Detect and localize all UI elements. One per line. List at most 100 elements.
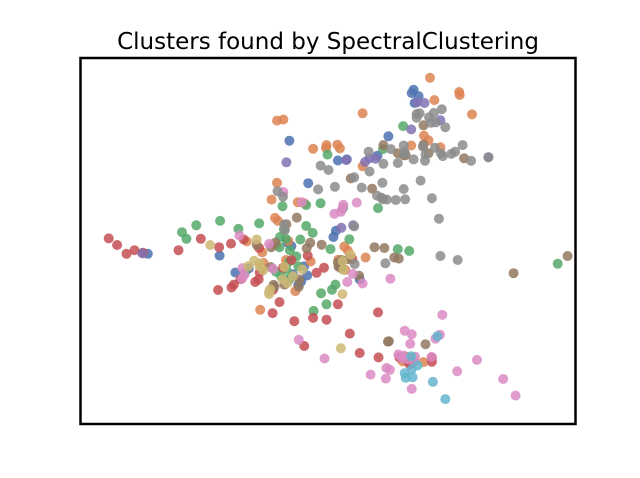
scatter-point-gray [380, 258, 391, 269]
scatter-point-red [373, 307, 383, 318]
scatter-point-red [129, 245, 140, 256]
scatter-point-purple [336, 222, 347, 233]
scatter-point-orange [360, 252, 371, 263]
scatter-point-green [552, 258, 563, 269]
scatter-point-red [250, 277, 261, 287]
scatter-point-gray [278, 191, 288, 202]
scatter-point-green [181, 233, 192, 244]
scatter-point-red [228, 279, 239, 290]
scatter-point-pink [351, 197, 362, 208]
scatter-point-gray [408, 154, 419, 165]
scatter-point-brown [383, 336, 394, 347]
scatter-point-green [307, 227, 318, 238]
scatter-point-brown [562, 251, 573, 261]
scatter-point-gray [433, 213, 444, 224]
scatter-point-green [398, 121, 409, 132]
scatter-point-purple [341, 155, 352, 166]
scatter-point-red [286, 255, 297, 265]
scatter-point-orange [406, 140, 417, 151]
scatter-point-blue [284, 135, 295, 146]
scatter-point-pink [293, 334, 304, 345]
scatter-point-olive [335, 343, 346, 354]
scatter-point-purple [406, 124, 417, 135]
scatter-point-purple [360, 156, 371, 167]
scatter-point-orange [272, 177, 282, 188]
scatter-point-gray [372, 190, 382, 201]
scatter-point-green [316, 288, 327, 299]
scatter-point-pink [337, 203, 348, 214]
scatter-point-pink [329, 208, 340, 219]
scatter-point-orange [334, 143, 345, 154]
scatter-point-green [344, 234, 355, 245]
scatter-point-green [321, 299, 332, 310]
scatter-point-gray [446, 148, 457, 159]
scatter-point-gray [349, 221, 360, 232]
scatter-point-green [315, 198, 326, 209]
scatter-point-cyan [432, 331, 443, 342]
scatter-point-pink [472, 354, 482, 365]
scatter-point-gray [356, 182, 367, 193]
scatter-point-brown [291, 212, 302, 223]
scatter-point-pink [357, 278, 368, 289]
scatter-point-pink [319, 353, 330, 364]
scatter-point-brown [367, 183, 378, 194]
scatter-point-pink [384, 364, 395, 375]
scatter-point-red [311, 267, 322, 278]
scatter-point-olive [287, 271, 298, 282]
scatter-point-olive [264, 286, 275, 297]
scatter-point-olive [254, 258, 265, 269]
scatter-point-gray [429, 142, 440, 153]
scatter-point-orange [454, 87, 465, 97]
scatter-point-red [321, 314, 332, 325]
scatter-point-gray [329, 181, 340, 192]
scatter-point-pink [234, 230, 245, 241]
scatter-point-green [284, 245, 295, 256]
scatter-point-pink [405, 338, 416, 349]
scatter-point-olive [251, 234, 262, 245]
scatter-point-pink [365, 369, 376, 380]
scatter-point-blue [328, 232, 339, 242]
scatter-point-gray [315, 160, 326, 171]
scatter-point-gray [385, 144, 396, 155]
scatter-point-green [301, 221, 312, 231]
scatter-point-pink [510, 390, 521, 401]
plot-frame [79, 56, 577, 426]
scatter-point-blue [214, 250, 225, 261]
scatter-point-green [191, 220, 202, 231]
scatter-point-gray [364, 166, 375, 177]
scatter-point-gray [400, 194, 411, 205]
scatter-point-green [373, 203, 383, 214]
scatter-point-olive [205, 240, 216, 250]
scatter-point-gray [390, 195, 401, 205]
scatter-point-purple [281, 157, 292, 168]
scatter-point-gray [437, 151, 448, 162]
scatter-point-gray [420, 149, 431, 160]
scatter-point-green [215, 215, 226, 226]
scatter-point-gray [440, 122, 451, 133]
scatter-point-brown [293, 281, 304, 292]
scatter-point-olive [297, 264, 308, 275]
scatter-point-red [373, 352, 384, 363]
scatter-point-olive [338, 264, 349, 275]
scatter-point-olive [337, 289, 348, 300]
scatter-point-green [322, 149, 333, 160]
scatter-point-orange [467, 109, 477, 120]
scatter-point-red [112, 240, 123, 250]
scatter-point-green [327, 284, 337, 295]
scatter-point-gray [349, 172, 360, 183]
scatter-point-olive [345, 249, 356, 260]
scatter-point-pink [452, 366, 463, 377]
scatter-point-brown [369, 242, 380, 253]
scatter-point-gray [426, 193, 437, 204]
scatter-point-brown [316, 239, 327, 250]
scatter-point-olive [279, 262, 290, 272]
scatter-point-orange [357, 108, 368, 119]
scatter-point-red [302, 250, 313, 261]
scatter-point-brown [301, 243, 312, 254]
scatter-point-pink [296, 197, 307, 208]
scatter-point-red [226, 238, 236, 249]
scatter-point-gray [377, 177, 388, 188]
scatter-point-orange [308, 143, 319, 154]
scatter-point-green [392, 244, 403, 255]
scatter-point-red [319, 262, 329, 273]
